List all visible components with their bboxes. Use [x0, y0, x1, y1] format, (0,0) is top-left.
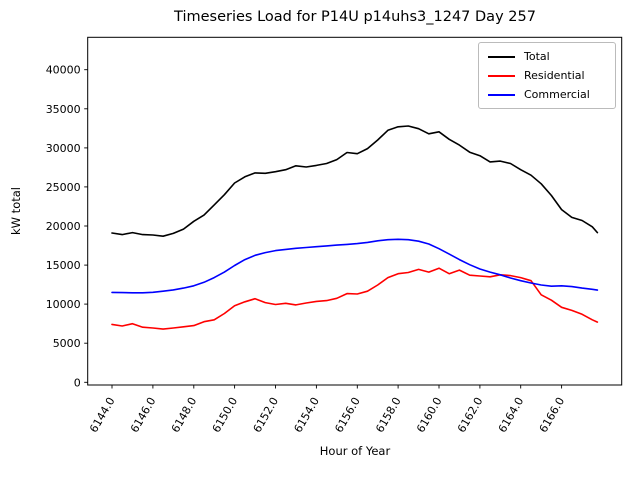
y-tick-label: 20000	[46, 220, 81, 233]
series-line-total	[111, 125, 599, 237]
x-tick-label: 6148.0	[169, 395, 200, 435]
y-tick-label: 15000	[46, 259, 81, 272]
x-tick-label: 6158.0	[373, 395, 404, 435]
legend-line-swatch	[488, 74, 515, 77]
legend-line-swatch	[488, 55, 515, 58]
legend-entry-total: Total	[488, 49, 615, 64]
y-tick-label: 5000	[53, 337, 81, 350]
series-line-commercial	[111, 238, 599, 294]
y-tick-label: 35000	[46, 103, 81, 116]
x-tick-label: 6166.0	[537, 395, 568, 435]
legend-entry-commercial: Commercial	[488, 87, 615, 102]
x-tick-label: 6152.0	[251, 395, 282, 435]
legend-label: Residential	[524, 69, 585, 82]
y-axis-label: kW total	[9, 187, 23, 235]
legend-label: Commercial	[524, 88, 590, 101]
legend-label: Total	[524, 50, 550, 63]
legend-entry-residential: Residential	[488, 68, 615, 83]
x-tick-label: 6160.0	[414, 395, 445, 435]
x-tick-label: 6156.0	[332, 395, 363, 435]
axes-frame	[87, 36, 623, 386]
x-tick-label: 6154.0	[291, 395, 322, 435]
chart-title: Timeseries Load for P14U p14uhs3_1247 Da…	[174, 9, 536, 25]
y-tick-label: 0	[74, 376, 81, 389]
series-line-residential	[111, 267, 599, 330]
x-tick-label: 6164.0	[496, 395, 527, 435]
y-tick-label: 30000	[46, 142, 81, 155]
y-tick-label: 25000	[46, 181, 81, 194]
legend: Total Residential Commercial	[478, 42, 616, 109]
x-axis-label: Hour of Year	[319, 444, 391, 458]
y-tick-label: 10000	[46, 298, 81, 311]
x-tick-label: 6146.0	[128, 395, 159, 435]
x-tick-label: 6162.0	[455, 395, 486, 435]
y-tick-label: 40000	[46, 64, 81, 77]
x-tick-label: 6150.0	[210, 395, 241, 435]
legend-line-swatch	[488, 93, 515, 96]
x-tick-label: 6144.0	[87, 395, 118, 435]
